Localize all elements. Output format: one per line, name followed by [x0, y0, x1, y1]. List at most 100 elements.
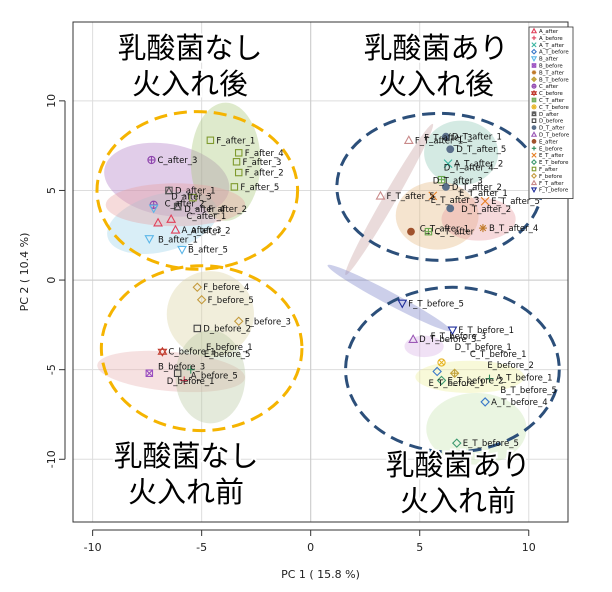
point-label: F_after_2 [245, 169, 284, 179]
legend-marker [530, 27, 538, 34]
data-point [206, 136, 215, 145]
point-label: F_T_before_1 [458, 326, 514, 336]
legend-marker [531, 166, 537, 172]
legend-label: F_T_before [539, 188, 569, 194]
confidence-ellipse [345, 123, 434, 276]
point-label: C_after_2 [165, 200, 205, 210]
confidence-ellipse [327, 264, 451, 332]
point-label: D_T_before_3 [419, 335, 476, 345]
group-annotation: 乳酸菌なし [117, 31, 262, 65]
data-point [192, 282, 203, 293]
point-label: F_after_3 [243, 158, 282, 168]
legend-label: C_after [539, 84, 559, 90]
legend-marker [531, 146, 537, 151]
data-point [403, 135, 414, 145]
point-label: D_before_1 [167, 377, 215, 387]
data-point [180, 376, 189, 385]
legend-label: D_T_after [539, 126, 565, 132]
data-point [193, 324, 202, 333]
y-tick-label: -10 [45, 450, 58, 468]
y-tick-label: 5 [45, 187, 58, 194]
group-annotation: 火入れ後 [378, 67, 494, 101]
confidence-ellipse [190, 102, 261, 221]
point-label: D_T_after_5 [456, 145, 506, 155]
point-label: E_T_before_2 [448, 376, 504, 386]
legend-label: E_T_before [539, 160, 569, 166]
data-point [447, 326, 458, 336]
x-axis-label: PC 1 ( 15.8 %) [281, 568, 360, 581]
point-label: A_after_3 [181, 226, 221, 236]
legend-marker [531, 63, 537, 68]
data-point [446, 145, 455, 154]
data-point [375, 190, 386, 200]
legend-label: A_T_before [539, 50, 569, 56]
point-label: B_after_5 [188, 246, 228, 256]
data-point [432, 366, 442, 377]
group-annotation: 乳酸菌あり [385, 448, 530, 482]
x-tick-label: 10 [522, 541, 536, 554]
point-label: C_after_1 [186, 212, 226, 222]
data-point [234, 149, 243, 157]
legend-label: A_after [539, 29, 559, 35]
point-label: B_after_1 [158, 235, 198, 245]
legend-marker [531, 118, 537, 124]
point-label: A_T_before_1 [496, 373, 553, 383]
data-point [449, 368, 460, 379]
point-label: B_T_after_4 [489, 224, 538, 234]
confidence-ellipse [441, 197, 516, 241]
legend-label: F_before [539, 174, 563, 180]
point-label: D_after_1 [175, 186, 216, 196]
confidence-ellipse [426, 392, 527, 465]
point-label: D_T_after_2 [461, 205, 511, 215]
data-point [437, 358, 446, 367]
data-point [441, 182, 450, 191]
point-label: D_after_3 [171, 192, 212, 202]
point-label: D_T_after_1 [452, 133, 502, 143]
point-label: D_T_after_2 [452, 183, 502, 193]
x-tick-label: 0 [307, 541, 314, 554]
legend-marker [531, 172, 537, 179]
data-point [173, 369, 182, 378]
y-tick-label: 10 [45, 94, 58, 108]
data-point [173, 202, 182, 211]
legend-marker [531, 70, 537, 75]
data-point [177, 245, 187, 255]
data-point [157, 346, 168, 357]
confidence-ellipse [97, 350, 246, 393]
data-point [436, 375, 447, 386]
confidence-ellipse [395, 181, 479, 250]
confidence-ellipse [166, 271, 254, 358]
data-point [166, 214, 177, 223]
data-point [428, 191, 438, 201]
data-point [148, 204, 159, 214]
group-annotation: 火入れ前 [128, 475, 244, 509]
group-circle [95, 110, 300, 271]
data-point [234, 168, 243, 177]
point-label: F_T_after_3 [424, 133, 472, 143]
confidence-ellipse [175, 330, 246, 424]
point-label: A_after_2 [191, 226, 231, 236]
point-label: E_T_after_5 [491, 197, 540, 207]
point-label: E_before_2 [487, 361, 534, 371]
legend-label: D_before [539, 119, 564, 125]
confidence-ellipse [415, 360, 525, 393]
point-label: F_after_5 [240, 183, 279, 193]
point-label: C_before_1 [168, 348, 215, 358]
data-point [437, 175, 446, 184]
group-circle [99, 264, 304, 433]
data-point [441, 132, 450, 141]
point-label: F_after_4 [245, 149, 284, 159]
legend-marker [531, 152, 537, 158]
data-point [485, 374, 494, 383]
point-label: D_T_before_1 [455, 343, 512, 353]
point-label: E_before_5 [204, 350, 251, 360]
legend-marker [531, 97, 537, 103]
point-label: D_T_after_3 [433, 176, 483, 186]
data-point [170, 224, 181, 234]
legend-marker [531, 139, 537, 144]
legend-marker [531, 48, 537, 55]
group-annotation: 乳酸菌あり [363, 31, 508, 65]
x-tick-label: 5 [416, 541, 423, 554]
point-label: F_before_3 [245, 317, 291, 327]
